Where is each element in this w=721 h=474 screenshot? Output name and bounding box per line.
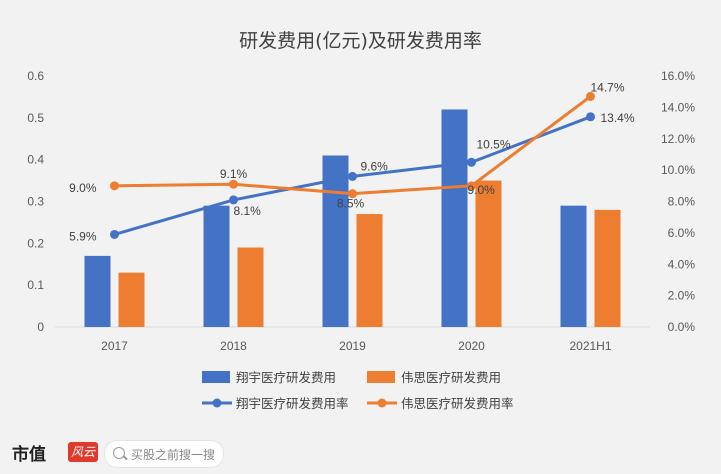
data-label: 9.6% bbox=[361, 159, 389, 173]
line-point bbox=[110, 181, 119, 191]
bar bbox=[203, 205, 230, 327]
bar bbox=[322, 155, 349, 327]
y-left-tick-label: 0.6 bbox=[27, 69, 44, 83]
chart-title: 研发费用(亿元)及研发费用率 bbox=[239, 30, 482, 52]
y-right-tick-label: 12.0% bbox=[661, 132, 695, 146]
legend-label: 翔宇医疗研发费用 bbox=[236, 370, 336, 385]
data-label: 8.5% bbox=[337, 197, 365, 211]
y-right-tick-label: 10.0% bbox=[661, 163, 695, 177]
line-point bbox=[586, 91, 595, 101]
bar bbox=[475, 180, 502, 327]
y-left-tick-label: 0.3 bbox=[27, 195, 44, 209]
footer-bar: 市值 风云 买股之前搜一搜 bbox=[0, 432, 721, 474]
line-point bbox=[467, 157, 476, 167]
y-left-tick-label: 0 bbox=[37, 320, 44, 334]
x-tick-label: 2021H1 bbox=[569, 339, 611, 353]
y-left-tick-label: 0.5 bbox=[27, 111, 44, 125]
x-tick-label: 2017 bbox=[101, 339, 128, 353]
search-icon bbox=[113, 447, 125, 459]
x-tick-label: 2020 bbox=[458, 339, 485, 353]
y-right-tick-label: 2.0% bbox=[668, 289, 696, 303]
line-point bbox=[586, 112, 595, 122]
line-point bbox=[348, 189, 357, 199]
data-label: 10.5% bbox=[477, 137, 511, 151]
legend-label: 翔宇医疗研发费用率 bbox=[236, 396, 349, 411]
line-point bbox=[229, 195, 238, 205]
x-tick-label: 2018 bbox=[220, 339, 247, 353]
search-input[interactable]: 买股之前搜一搜 bbox=[104, 440, 224, 468]
bar bbox=[84, 255, 111, 327]
brand-name: 市值 bbox=[12, 445, 46, 465]
data-label: 14.7% bbox=[591, 80, 625, 94]
data-label: 9.1% bbox=[220, 167, 248, 181]
y-right-tick-label: 6.0% bbox=[668, 226, 696, 240]
line-point bbox=[348, 171, 357, 181]
y-right-tick-label: 14.0% bbox=[661, 100, 695, 114]
y-right-tick-label: 4.0% bbox=[668, 257, 696, 271]
line-point bbox=[229, 179, 238, 189]
data-label: 9.0% bbox=[69, 181, 97, 195]
legend-marker bbox=[212, 398, 222, 408]
bar bbox=[441, 109, 468, 327]
legend-label: 伟思医疗研发费用 bbox=[401, 370, 501, 385]
line-point bbox=[467, 181, 476, 191]
line-point bbox=[110, 229, 119, 239]
legend-label: 伟思医疗研发费用率 bbox=[401, 396, 514, 411]
bar bbox=[118, 272, 145, 327]
y-left-tick-label: 0.1 bbox=[27, 278, 44, 292]
y-right-tick-label: 0.0% bbox=[668, 320, 696, 334]
legend-swatch bbox=[367, 371, 395, 383]
data-label: 9.0% bbox=[468, 183, 496, 197]
y-left-tick-label: 0.2 bbox=[27, 236, 44, 250]
legend-swatch bbox=[202, 371, 230, 383]
bar bbox=[356, 214, 383, 327]
y-left-tick-label: 0.4 bbox=[27, 153, 44, 167]
brand-logo: 风云 bbox=[68, 442, 98, 462]
x-tick-label: 2019 bbox=[339, 339, 366, 353]
legend-marker bbox=[377, 398, 387, 408]
bar bbox=[237, 247, 264, 327]
data-label: 5.9% bbox=[69, 229, 97, 243]
bar bbox=[594, 209, 621, 327]
y-right-tick-label: 16.0% bbox=[661, 69, 695, 83]
data-label: 13.4% bbox=[601, 111, 635, 125]
y-right-tick-label: 8.0% bbox=[668, 195, 696, 209]
bar bbox=[560, 205, 587, 327]
data-label: 8.1% bbox=[234, 204, 262, 218]
search-placeholder: 买股之前搜一搜 bbox=[131, 448, 216, 462]
